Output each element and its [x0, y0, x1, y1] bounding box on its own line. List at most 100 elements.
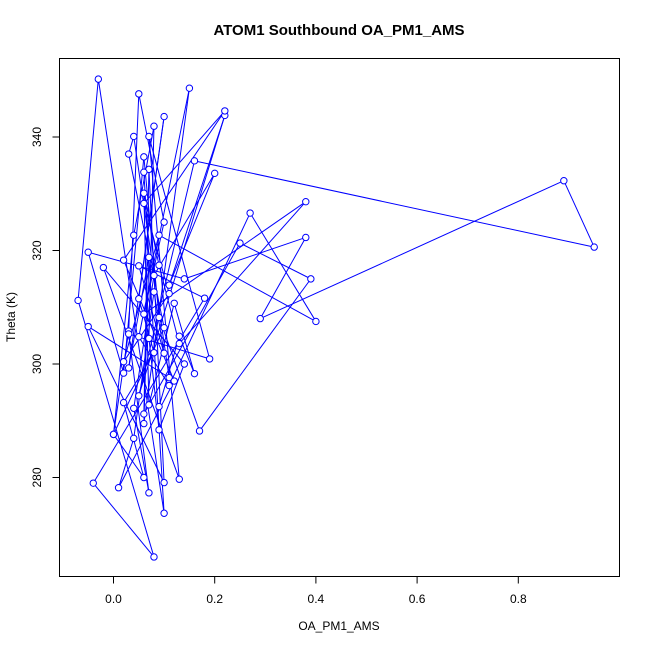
data-point — [236, 239, 244, 247]
series-segment — [113, 235, 135, 435]
series-segment — [138, 93, 165, 223]
data-point — [190, 157, 199, 165]
data-point — [160, 478, 168, 487]
data-point — [302, 233, 310, 242]
series-segment — [133, 275, 155, 409]
series-segment — [143, 172, 165, 514]
data-point — [130, 132, 138, 141]
series-segment — [77, 79, 99, 301]
series-segment — [128, 333, 150, 493]
data-point — [94, 75, 103, 83]
series-segment — [97, 79, 165, 514]
data-point — [140, 419, 148, 428]
series-segment — [77, 300, 155, 558]
series-segment — [239, 242, 312, 280]
series-segment — [168, 115, 226, 286]
data-point — [119, 358, 128, 366]
series-segment — [138, 336, 170, 386]
series-segment — [260, 180, 565, 320]
data-point — [165, 373, 173, 382]
data-point — [135, 333, 143, 341]
data-point — [205, 355, 214, 363]
series-segment — [143, 110, 226, 204]
data-point — [221, 107, 229, 115]
data-point — [175, 475, 183, 483]
data-point — [135, 262, 143, 270]
series-segment — [158, 336, 180, 407]
series-segment — [194, 160, 595, 248]
y-axis: 280 300 320 340 — [30, 127, 60, 488]
data-point — [560, 176, 568, 185]
data-point — [119, 256, 128, 264]
series-segment — [143, 88, 190, 424]
data-point — [74, 296, 82, 305]
series-segment — [168, 173, 216, 286]
data-point — [150, 122, 158, 130]
data-point — [175, 332, 183, 340]
series-segment — [92, 297, 206, 484]
data-point — [145, 253, 153, 262]
data-point — [307, 275, 315, 283]
series-segment — [148, 136, 180, 480]
data-point — [124, 330, 133, 338]
data-point — [160, 349, 168, 357]
data-point — [246, 209, 254, 217]
data-point — [99, 263, 108, 272]
data-point — [190, 369, 199, 378]
series-segment — [123, 293, 170, 363]
data-point — [256, 314, 264, 323]
y-tick-label: 340 — [30, 127, 44, 147]
data-point — [124, 364, 133, 372]
series-segment — [123, 352, 155, 403]
series-segment — [563, 180, 595, 248]
series-segment — [158, 265, 180, 344]
x-axis-label: OA_PM1_AMS — [298, 619, 379, 633]
data-point — [165, 281, 173, 289]
series-segment — [123, 259, 175, 382]
data-point — [145, 334, 153, 343]
series-segment — [143, 201, 307, 315]
data-point — [160, 323, 168, 332]
data-point — [140, 153, 148, 161]
x-tick-label: 0.0 — [105, 592, 122, 606]
data-point — [170, 377, 178, 385]
series-segment — [92, 482, 155, 558]
data-point — [130, 434, 138, 443]
data-point — [130, 231, 138, 239]
data-point — [185, 84, 194, 92]
data-point — [155, 261, 163, 269]
data-point — [155, 313, 163, 322]
series-points — [74, 75, 598, 561]
y-axis-label: Theta (K) — [4, 292, 18, 342]
x-axis: 0.0 0.2 0.4 0.6 0.8 — [105, 576, 527, 606]
data-point — [145, 401, 153, 409]
data-point — [160, 218, 168, 226]
x-tick-label: 0.2 — [206, 592, 223, 606]
data-point — [140, 199, 148, 208]
data-point — [150, 271, 158, 280]
data-point — [135, 295, 143, 303]
data-point — [119, 398, 128, 407]
series-segment — [123, 110, 226, 261]
series-segment — [87, 252, 125, 374]
data-point — [195, 427, 204, 435]
data-point — [135, 90, 143, 98]
data-point — [170, 299, 178, 307]
series-segment — [199, 278, 312, 432]
data-point — [114, 484, 123, 492]
data-point — [175, 339, 183, 348]
data-point — [145, 132, 153, 141]
series-segment — [113, 327, 165, 435]
data-point — [165, 289, 173, 298]
series-segment — [138, 160, 195, 396]
data-point — [89, 479, 97, 487]
data-point — [145, 489, 153, 497]
data-point — [302, 197, 310, 206]
x-tick-label: 0.8 — [510, 592, 527, 606]
data-point — [150, 553, 158, 561]
data-point — [135, 392, 143, 400]
y-tick-label: 320 — [30, 240, 44, 260]
data-point — [155, 231, 163, 239]
series-segment — [249, 212, 317, 322]
